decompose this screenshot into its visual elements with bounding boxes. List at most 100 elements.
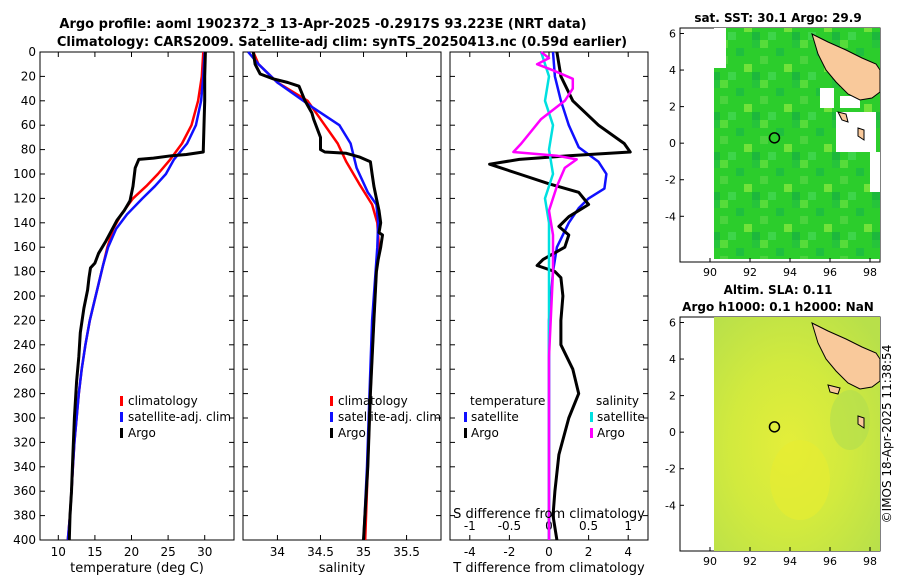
argo-position-marker bbox=[768, 132, 781, 144]
copyright-text: ©IMOS 18-Apr-2025 11:38:54 bbox=[880, 345, 894, 524]
argo-position-marker bbox=[768, 421, 781, 433]
y-tick-label: 340 bbox=[13, 460, 36, 474]
y-tick-label: 140 bbox=[13, 216, 36, 230]
sst-map-field bbox=[714, 28, 880, 259]
legend-climatology-swatch bbox=[120, 396, 123, 406]
y-tick-label: 40 bbox=[21, 94, 36, 108]
y-tick-label: 400 bbox=[13, 533, 36, 547]
series-t-argo bbox=[488, 51, 632, 541]
x-tick-label: 15 bbox=[87, 545, 102, 559]
top-tick-label: 0.5 bbox=[579, 519, 598, 533]
y-tick-label: 180 bbox=[13, 265, 36, 279]
difference-panel: -4 -2 0 2 4-1 -0.5 0 0.5 1 bbox=[449, 51, 649, 559]
y-tick-label: 100 bbox=[13, 167, 36, 181]
y-tick-label: 60 bbox=[21, 118, 36, 132]
map-x-tick-label: 96 bbox=[823, 555, 837, 568]
x-tick-label: 34.5 bbox=[307, 545, 334, 559]
map-y-tick-label: 0 bbox=[669, 137, 676, 150]
x-tick-label: 0 bbox=[545, 545, 553, 559]
sst-map: 90 92 94 96 98 -4 -2 0 2 4 6 bbox=[665, 27, 881, 279]
y-tick-label: 20 bbox=[21, 69, 36, 83]
x-tick-label: 20 bbox=[124, 545, 139, 559]
sla-map: 90 92 94 96 98 -4 -2 0 2 4 6 bbox=[665, 316, 881, 568]
legend-satellite-swatch bbox=[120, 412, 123, 422]
island bbox=[857, 127, 865, 141]
salinity-legend: climatology satellite-adj. clim Argo bbox=[330, 394, 441, 440]
sst-cloud-gap bbox=[870, 152, 880, 192]
sla-map-title-line1: Altim. SLA: 0.11 bbox=[724, 283, 833, 297]
sal-legend-satellite-swatch bbox=[330, 412, 333, 422]
island bbox=[837, 111, 849, 123]
top-tick-label: -1 bbox=[464, 519, 476, 533]
x-tick-label: 4 bbox=[624, 545, 632, 559]
map-x-tick-label: 90 bbox=[703, 555, 717, 568]
legend-argo-swatch bbox=[120, 428, 123, 438]
series-argo bbox=[251, 51, 384, 541]
legend-climatology-label: climatology bbox=[128, 394, 198, 408]
map-x-tick-label: 90 bbox=[703, 266, 717, 279]
sla-low-anomaly bbox=[830, 390, 870, 450]
legend-argo-label: Argo bbox=[128, 426, 156, 440]
x-tick-label: 34 bbox=[270, 545, 285, 559]
diff-legend-t-argo-swatch bbox=[464, 428, 467, 438]
y-tick-label: 280 bbox=[13, 387, 36, 401]
top-tick-label: 1 bbox=[624, 519, 632, 533]
sla-high-anomaly bbox=[770, 440, 830, 520]
sst-cloud-gap bbox=[820, 88, 834, 108]
map-x-tick-label: 94 bbox=[783, 266, 797, 279]
map-x-tick-label: 94 bbox=[783, 555, 797, 568]
sal-legend-climatology-label: climatology bbox=[338, 394, 408, 408]
map-x-tick-label: 98 bbox=[863, 266, 877, 279]
sst-cloud-gap bbox=[840, 96, 860, 108]
diff-legend-s-satellite-label: satellite bbox=[597, 410, 645, 424]
x-tick-label: 25 bbox=[160, 545, 175, 559]
sal-legend-argo-label: Argo bbox=[338, 426, 366, 440]
map-y-tick-label: -2 bbox=[665, 174, 676, 187]
y-tick-label: 300 bbox=[13, 411, 36, 425]
map-x-tick-label: 96 bbox=[823, 266, 837, 279]
map-y-tick-label: 4 bbox=[669, 353, 676, 366]
map-y-tick-label: 0 bbox=[669, 426, 676, 439]
y-tick-label: 380 bbox=[13, 509, 36, 523]
x-tick-label: -4 bbox=[464, 545, 476, 559]
legend-satellite-label: satellite-adj. clim bbox=[128, 410, 231, 424]
y-tick-label: 320 bbox=[13, 435, 36, 449]
map-y-tick-label: -2 bbox=[665, 463, 676, 476]
x-tick-label: 10 bbox=[51, 545, 66, 559]
series-s-argo bbox=[512, 51, 578, 540]
x-tick-label: 35.5 bbox=[393, 545, 420, 559]
sst-cloud-gap bbox=[714, 28, 726, 68]
map-y-tick-label: 2 bbox=[669, 101, 676, 114]
difference-legend: temperature satellite Argo salinity sate… bbox=[464, 394, 645, 440]
diff-legend-salinity-title: salinity bbox=[596, 394, 639, 408]
land-sumatra bbox=[811, 33, 880, 101]
y-tick-label: 240 bbox=[13, 338, 36, 352]
salinity-axes-box bbox=[242, 51, 442, 541]
y-tick-label: 360 bbox=[13, 484, 36, 498]
x-tick-label: 2 bbox=[585, 545, 593, 559]
y-tick-label: 0 bbox=[28, 45, 36, 59]
diff-legend-s-satellite-swatch bbox=[590, 412, 593, 422]
map-y-tick-label: -4 bbox=[665, 210, 676, 223]
difference-xlabel-top: S difference from climatology bbox=[453, 507, 645, 522]
diff-legend-s-argo-swatch bbox=[590, 428, 593, 438]
sla-map-title-line2: Argo h1000: 0.1 h2000: NaN bbox=[682, 300, 874, 314]
map-y-tick-label: 2 bbox=[669, 390, 676, 403]
diff-legend-temperature-title: temperature bbox=[470, 394, 545, 408]
island bbox=[827, 384, 841, 395]
map-x-tick-label: 92 bbox=[743, 266, 757, 279]
salinity-panel: 34 34.5 35 35.5 bbox=[242, 51, 442, 559]
diff-legend-t-argo-label: Argo bbox=[471, 426, 499, 440]
sal-legend-climatology-swatch bbox=[330, 396, 333, 406]
sst-map-title: sat. SST: 30.1 Argo: 29.9 bbox=[694, 11, 861, 25]
title-line1: Argo profile: aoml 1902372_3 13-Apr-2025… bbox=[59, 17, 586, 32]
land-sumatra bbox=[811, 322, 881, 390]
map-x-tick-label: 98 bbox=[863, 555, 877, 568]
diff-legend-s-argo-label: Argo bbox=[597, 426, 625, 440]
island bbox=[857, 415, 865, 429]
y-tick-label: 200 bbox=[13, 289, 36, 303]
map-x-tick-label: 92 bbox=[743, 555, 757, 568]
y-tick-label: 220 bbox=[13, 313, 36, 327]
title-line2: Climatology: CARS2009. Satellite-adj cli… bbox=[57, 35, 627, 50]
